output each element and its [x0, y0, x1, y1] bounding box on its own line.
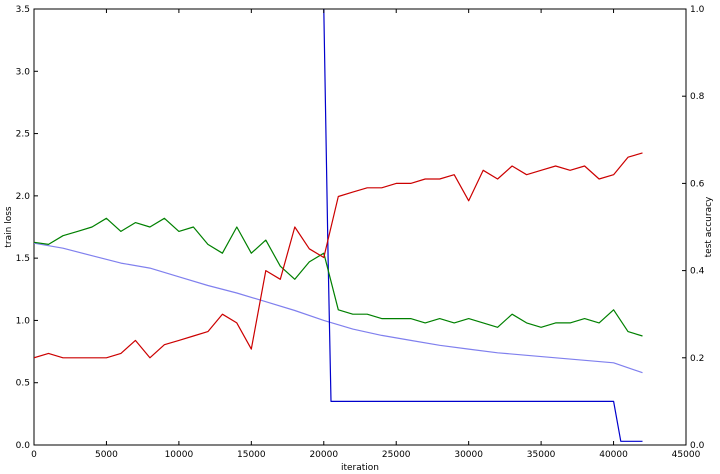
y-left-tick-label: 3.0 — [16, 67, 31, 77]
x-tick-label: 30000 — [454, 450, 483, 460]
series-layer — [34, 9, 643, 442]
x-tick-label: 25000 — [382, 450, 411, 460]
series-line-2 — [34, 217, 643, 337]
y-right-tick-label: 0.2 — [690, 354, 704, 364]
y-left-tick-label: 0.0 — [16, 441, 31, 451]
y-left-tick-label: 2.0 — [16, 192, 31, 202]
y-right-tick-label: 0.8 — [690, 92, 705, 102]
x-tick-label: 20000 — [309, 450, 338, 460]
series-line-1 — [323, 9, 643, 442]
y-left-tick-label: 0.5 — [16, 379, 30, 389]
x-tick-label: 5000 — [95, 450, 118, 460]
y-right-tick-label: 0.6 — [690, 179, 705, 189]
y-left-tick-label: 1.5 — [16, 254, 30, 264]
series-line-3 — [34, 152, 643, 359]
y-right-tick-label: 0.0 — [690, 441, 705, 451]
y-left-tick-label: 2.5 — [16, 130, 30, 140]
x-tick-label: 10000 — [165, 450, 194, 460]
x-axis-label: iteration — [341, 463, 379, 473]
x-tick-label: 0 — [31, 450, 37, 460]
axes-layer: 0 5000 10000 15000 20000 25000 30000 35000 40000… — [16, 5, 705, 460]
x-tick-label: 15000 — [237, 450, 266, 460]
y-left-tick-label: 1.0 — [16, 316, 31, 326]
series-line-0 — [34, 242, 643, 374]
y-right-tick-label: 1.0 — [690, 5, 705, 15]
y-right-axis-label: test accuracy — [704, 196, 714, 257]
x-tick-label: 45000 — [672, 450, 701, 460]
plot-area — [33, 8, 687, 446]
y-right-tick-label: 0.4 — [690, 267, 705, 277]
y-left-tick-label: 3.5 — [16, 5, 30, 15]
x-tick-label: 40000 — [599, 450, 628, 460]
y-left-axis-label: train loss — [4, 206, 14, 248]
x-tick-label: 35000 — [527, 450, 556, 460]
